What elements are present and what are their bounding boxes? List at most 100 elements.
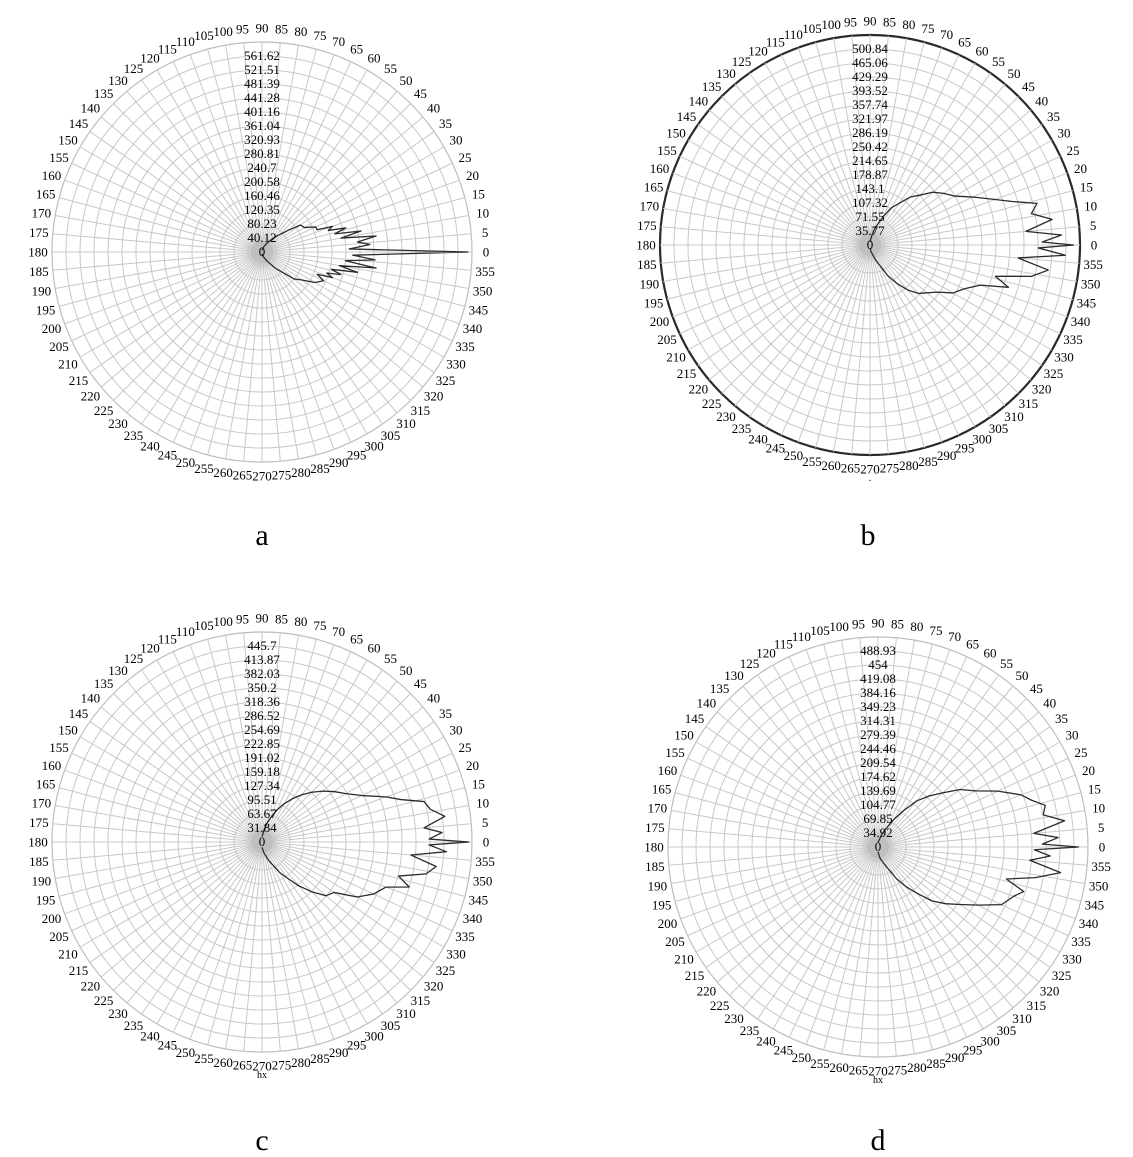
angle-tick-label: 200 (42, 321, 62, 336)
angle-tick-label: 325 (1052, 968, 1072, 983)
angle-tick-label: 255 (194, 1051, 214, 1066)
angle-tick-label: 125 (740, 656, 760, 671)
angle-tick-label: 355 (1083, 257, 1103, 272)
radial-tick-label: 214.65 (852, 153, 888, 168)
grid-spoke (261, 736, 445, 843)
grid-spoke (869, 244, 943, 443)
angle-tick-label: 175 (637, 218, 657, 233)
grid-spoke (877, 846, 1069, 937)
grid-spoke (172, 841, 263, 1033)
grid-spoke (877, 846, 1051, 968)
angle-tick-label: 130 (716, 66, 736, 81)
angle-tick-label: 75 (929, 623, 942, 638)
angle-tick-label: 260 (213, 465, 233, 480)
angle-tick-label: 340 (1079, 916, 1099, 931)
angle-tick-label: 75 (313, 28, 326, 43)
angle-tick-label: 250 (792, 1050, 812, 1065)
grid-spoke (823, 644, 879, 848)
angle-tick-label: 320 (1040, 983, 1060, 998)
radial-tick-label: 454 (868, 657, 888, 672)
radial-tick-label: 0 (259, 834, 266, 849)
angle-tick-label: 115 (774, 636, 793, 651)
angle-tick-label: 60 (984, 646, 997, 661)
grid-spoke (660, 244, 871, 264)
angle-tick-label: 5 (1090, 218, 1097, 233)
grid-spoke (79, 841, 263, 948)
grid-spoke (89, 251, 263, 373)
angle-tick-label: 60 (368, 51, 381, 66)
angle-tick-label: 325 (436, 373, 456, 388)
angle-tick-label: 30 (1065, 728, 1078, 743)
angle-tick-label: 220 (81, 388, 101, 403)
grid-spoke (261, 179, 460, 253)
grid-spoke (225, 45, 263, 253)
angle-tick-label: 160 (658, 763, 678, 778)
angle-tick-label: 220 (697, 983, 717, 998)
grid-spoke (716, 711, 879, 848)
angle-tick-label: 140 (81, 691, 101, 706)
grid-spoke (261, 79, 383, 253)
grid-spoke (869, 38, 907, 246)
grid-spoke (261, 251, 465, 307)
angle-tick-label: 105 (802, 21, 822, 36)
grid-spoke (877, 649, 951, 848)
radial-tick-label: 401.16 (244, 104, 280, 119)
angle-tick-label: 20 (466, 168, 479, 183)
radial-tick-label: 254.69 (244, 722, 280, 737)
radial-tick-label: 80.23 (247, 216, 276, 231)
grid-spoke (71, 251, 263, 342)
grid-spoke (59, 841, 263, 897)
grid-spoke (869, 190, 1073, 246)
radial-tick-label: 441.28 (244, 90, 280, 105)
angle-tick-label: 315 (411, 403, 431, 418)
grid-spoke (877, 774, 1076, 848)
angle-tick-label: 35 (439, 706, 452, 721)
grid-spoke (869, 244, 1077, 282)
angle-tick-label: 205 (657, 332, 677, 347)
grid-spoke (261, 693, 411, 843)
angle-tick-label: 70 (948, 629, 961, 644)
angle-tick-label: 65 (958, 34, 971, 49)
grid-spoke (261, 162, 453, 253)
angle-tick-label: 110 (176, 624, 195, 639)
angle-tick-label: 255 (810, 1056, 830, 1071)
grid-spoke (172, 251, 263, 443)
radial-tick-label: 350.2 (247, 680, 276, 695)
angle-tick-label: 90 (256, 21, 269, 36)
grid-spoke (261, 251, 445, 358)
grid-spoke (772, 846, 879, 1030)
radial-tick-label: 382.03 (244, 666, 280, 681)
grid-spoke (764, 244, 871, 428)
angle-tick-label: 95 (852, 616, 865, 631)
grid-spoke (869, 244, 889, 455)
angle-tick-label: 300 (980, 1033, 1000, 1048)
angle-tick-label: 305 (989, 421, 1009, 436)
grid-spoke (156, 251, 263, 435)
grid-spoke (729, 846, 879, 996)
angle-tick-label: 310 (396, 1006, 416, 1021)
grid-spoke (877, 846, 968, 1038)
angle-tick-label: 215 (69, 963, 89, 978)
grid-spoke (261, 841, 398, 1004)
angle-tick-label: 245 (158, 448, 178, 463)
grid-spoke (675, 846, 879, 902)
angle-tick-label: 190 (32, 873, 52, 888)
angle-tick-label: 200 (650, 314, 670, 329)
grid-spoke (79, 736, 263, 843)
grid-spoke (877, 757, 1069, 848)
grid-spoke (671, 846, 879, 884)
angle-tick-label: 295 (955, 441, 975, 456)
angle-tick-label: 165 (652, 782, 672, 797)
radial-tick-label: 361.04 (244, 118, 280, 133)
angle-tick-label: 145 (677, 109, 697, 124)
angle-tick-label: 250 (176, 1045, 196, 1060)
grid-spoke (225, 251, 263, 459)
grid-spoke (869, 35, 889, 246)
grid-spoke (261, 841, 299, 1049)
angle-tick-label: 175 (645, 820, 665, 835)
angle-tick-label: 275 (888, 1063, 908, 1078)
angle-tick-label: 285 (926, 1056, 946, 1071)
angle-tick-label: 185 (637, 257, 657, 272)
grid-spoke (749, 244, 871, 418)
